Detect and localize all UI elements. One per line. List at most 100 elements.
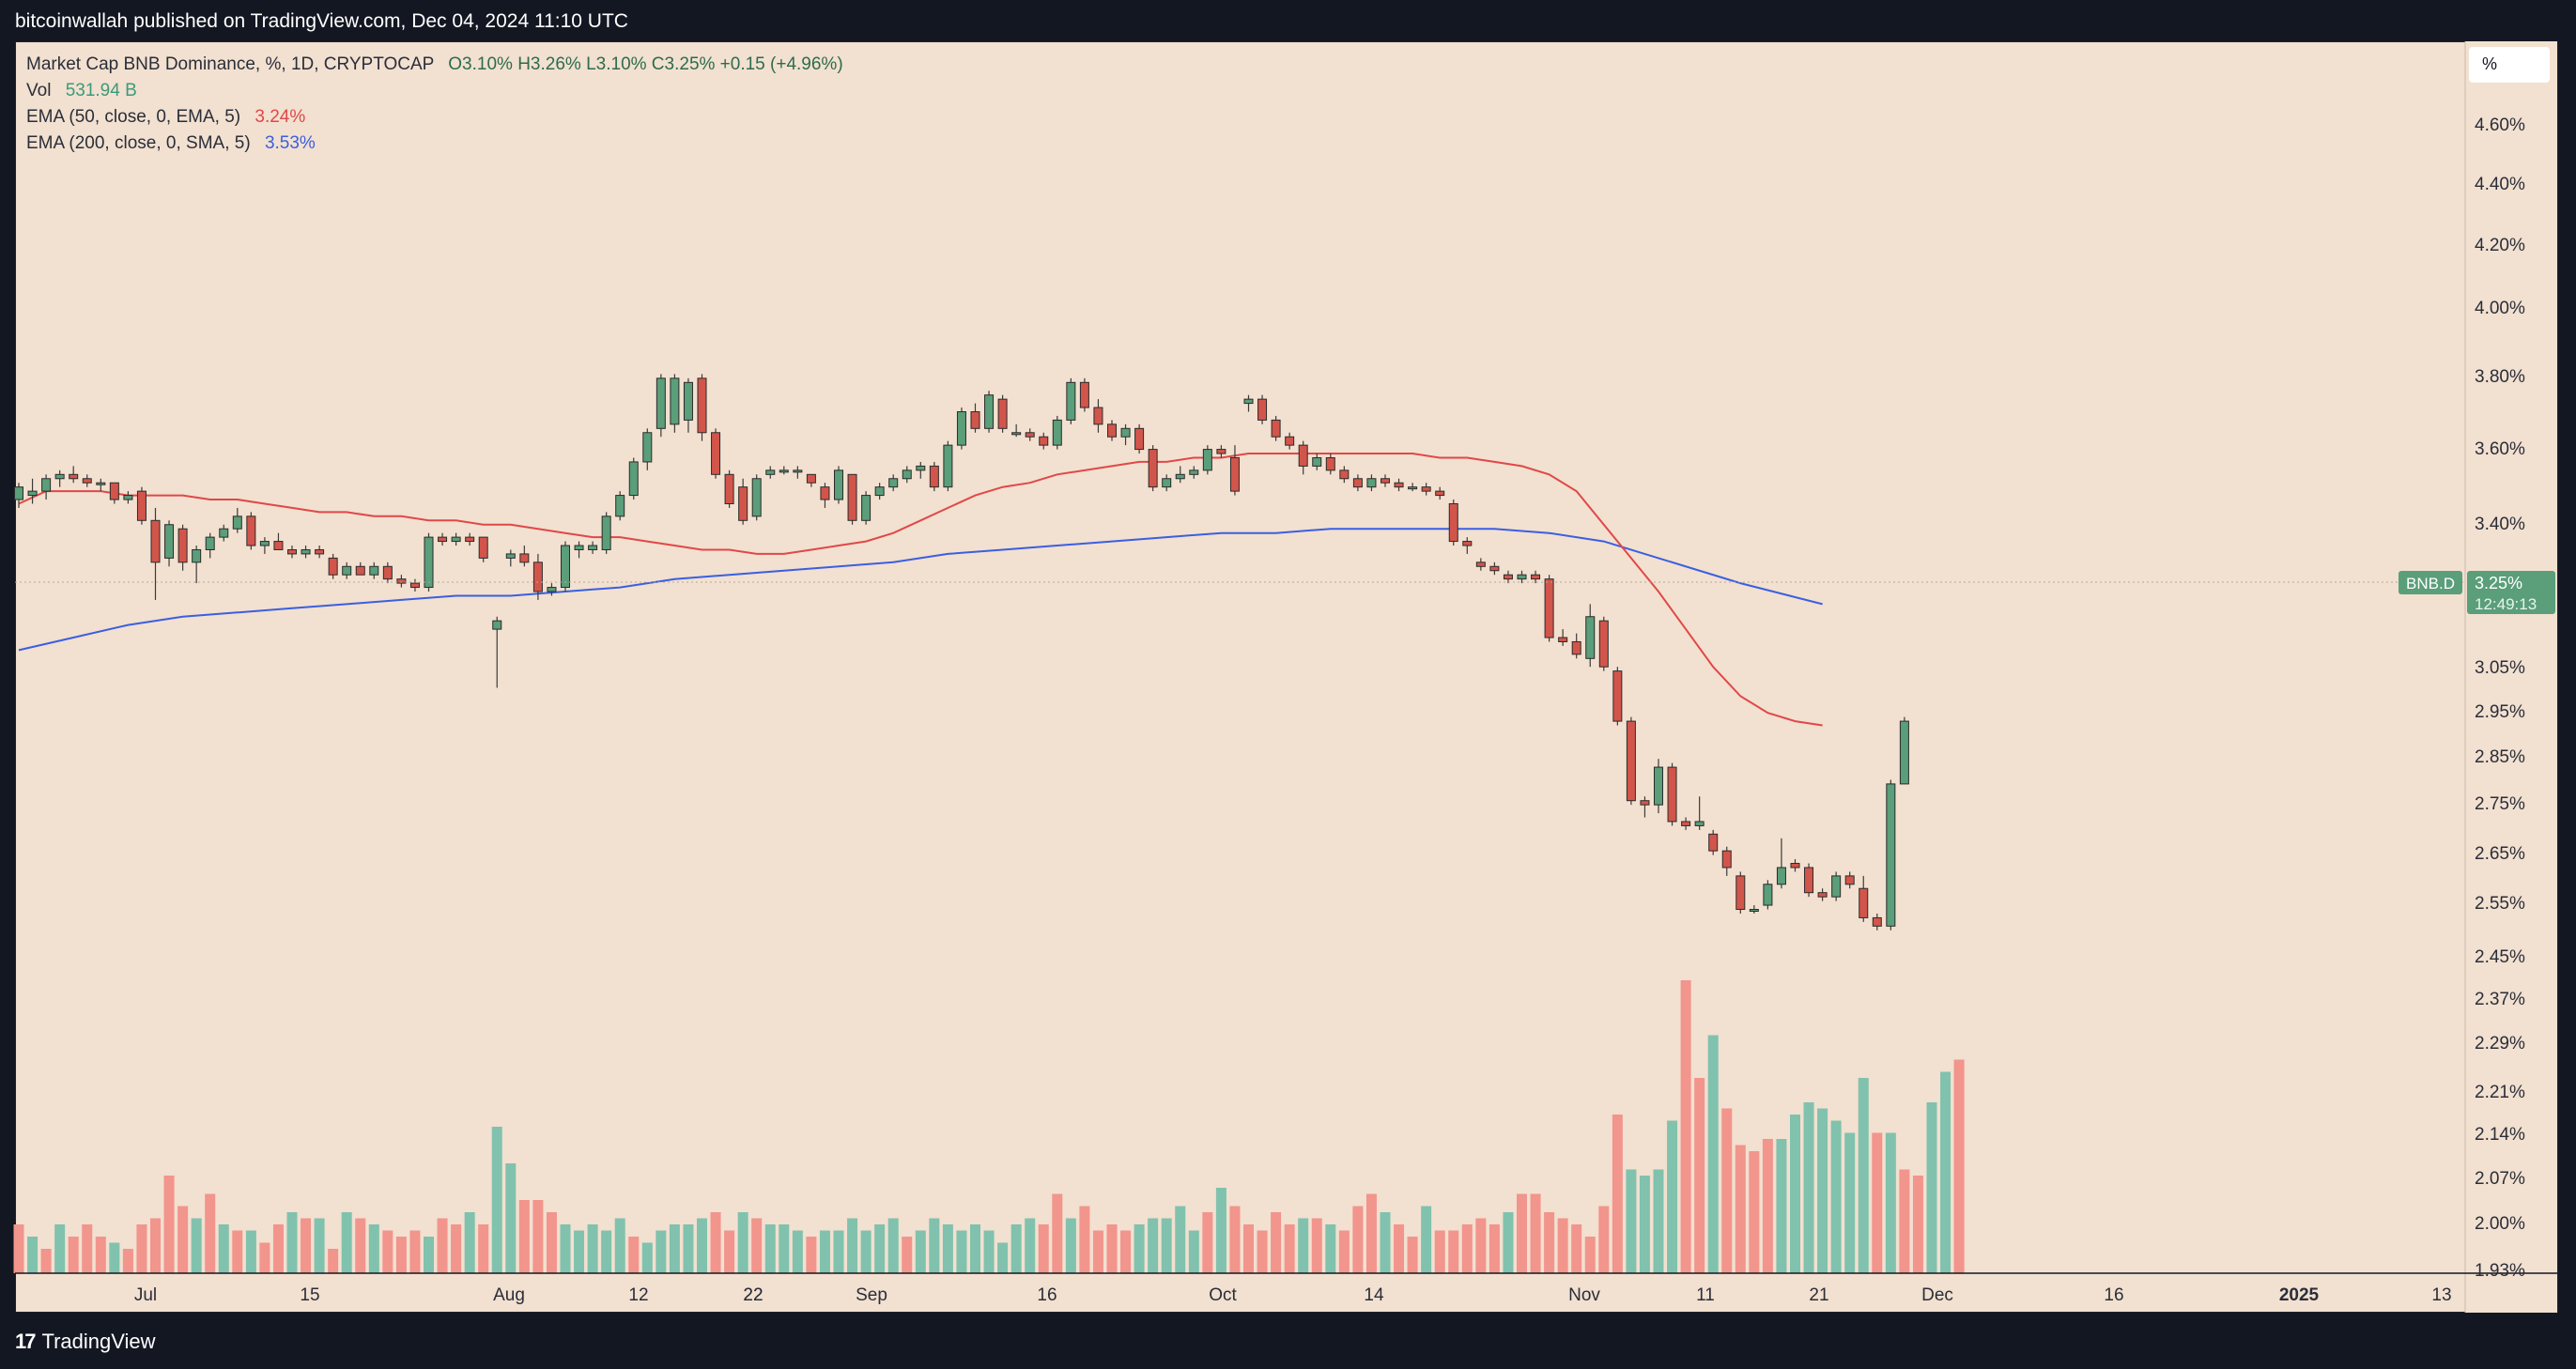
- chart-area[interactable]: [15, 41, 2558, 1313]
- volume-bar: [301, 1218, 312, 1273]
- legend-ema50-value: 3.24%: [255, 107, 306, 127]
- volume-bar: [683, 1224, 694, 1273]
- candle-body: [1804, 867, 1814, 894]
- volume-bar: [614, 1218, 625, 1273]
- candle-layer: [14, 374, 1909, 931]
- y-tick-label: 2.95%: [2475, 702, 2525, 722]
- volume-bar: [1284, 1224, 1295, 1273]
- volume-bar: [669, 1224, 680, 1273]
- candle: [1708, 829, 1719, 855]
- candle: [1598, 616, 1609, 671]
- candle: [1448, 500, 1458, 546]
- candle: [519, 546, 530, 567]
- volume-bar: [1749, 1151, 1760, 1273]
- candle-body: [642, 432, 653, 463]
- candle: [1517, 570, 1527, 584]
- volume-bar: [1380, 1212, 1391, 1273]
- candle: [465, 532, 475, 546]
- volume-bar: [587, 1224, 598, 1273]
- volume-bar: [518, 1200, 530, 1273]
- volume-bar: [1557, 1218, 1568, 1273]
- x-tick-label: 14: [1364, 1285, 1384, 1305]
- footer-bar: 17 TradingView: [0, 1313, 2576, 1369]
- candle-body: [246, 515, 256, 546]
- candle: [287, 546, 297, 559]
- candle: [1654, 759, 1663, 814]
- candle: [1366, 474, 1377, 492]
- volume-bar: [1953, 1059, 1965, 1273]
- bar-countdown: 12:49:13: [2475, 595, 2537, 613]
- volume-bar: [1598, 1206, 1610, 1273]
- volume-bar: [792, 1230, 803, 1273]
- volume-bar: [806, 1237, 817, 1273]
- volume-bar: [1229, 1206, 1241, 1273]
- ema200-layer: [18, 528, 1823, 652]
- candle: [1216, 445, 1226, 458]
- candle: [205, 532, 215, 559]
- candle-body: [984, 394, 995, 429]
- candle: [1066, 377, 1076, 424]
- candle-body: [1872, 916, 1882, 927]
- volume-bar: [1858, 1078, 1869, 1273]
- candle: [997, 394, 1008, 433]
- last-price-label: 3.25%: [2475, 574, 2522, 592]
- candle-body: [1859, 887, 1869, 918]
- candle-body: [315, 548, 325, 555]
- candle-body: [1052, 419, 1062, 446]
- tradingview-logo[interactable]: 17 TradingView: [15, 1330, 156, 1354]
- candle: [1325, 454, 1335, 475]
- candle-body: [1039, 436, 1049, 446]
- volume-bar: [710, 1212, 721, 1273]
- volume-bar: [1475, 1218, 1487, 1273]
- top-bar: bitcoinwallah published on TradingView.c…: [0, 0, 2576, 41]
- volume-bar: [1830, 1120, 1842, 1273]
- candle-body: [1489, 565, 1500, 572]
- candle-body: [561, 545, 570, 589]
- candle-body: [451, 536, 461, 543]
- volume-bar: [737, 1212, 748, 1273]
- candle-body: [382, 565, 393, 580]
- volume-bar: [1079, 1206, 1090, 1273]
- candle-body: [1202, 449, 1212, 471]
- volume-bar: [328, 1249, 339, 1273]
- candle-body: [943, 444, 953, 488]
- candle-body: [615, 495, 625, 517]
- candle: [27, 478, 38, 504]
- candle: [751, 474, 762, 521]
- volume-bar: [27, 1237, 39, 1273]
- candle-body: [1408, 486, 1418, 490]
- candle: [451, 532, 461, 546]
- candle-body: [902, 469, 912, 480]
- candle: [1640, 796, 1650, 818]
- candle: [793, 466, 803, 479]
- candle: [615, 491, 625, 521]
- volume-bar: [451, 1224, 462, 1273]
- volume-bar: [1461, 1224, 1473, 1273]
- legend-ema200-row: EMA (200, close, 0, SMA, 5) 3.53%: [26, 131, 843, 157]
- volume-bar: [245, 1230, 256, 1273]
- candle-body: [424, 536, 434, 589]
- candle-body: [41, 478, 52, 492]
- publisher-caption: bitcoinwallah published on TradingView.c…: [15, 10, 628, 32]
- candle-body: [1229, 456, 1240, 492]
- candle: [1475, 558, 1486, 571]
- volume-bar: [1694, 1078, 1705, 1273]
- volume-bar: [1940, 1071, 1951, 1273]
- volume-bar: [560, 1224, 571, 1273]
- symbol-tag: [2399, 571, 2462, 594]
- candle-body: [1216, 449, 1226, 454]
- candle: [943, 440, 953, 492]
- candle-body: [69, 473, 79, 480]
- ema50-layer: [18, 453, 1823, 727]
- candle: [123, 491, 133, 504]
- y-tick-label: 3.60%: [2475, 439, 2525, 459]
- candle: [1120, 423, 1131, 446]
- x-tick-label: 22: [743, 1285, 763, 1305]
- candle-body: [396, 578, 407, 584]
- percent-scale-button[interactable]: %: [2469, 47, 2550, 83]
- ema200-line: [18, 528, 1823, 652]
- candle: [1626, 716, 1636, 806]
- volume-bar: [942, 1224, 953, 1273]
- volume-bar: [505, 1163, 517, 1273]
